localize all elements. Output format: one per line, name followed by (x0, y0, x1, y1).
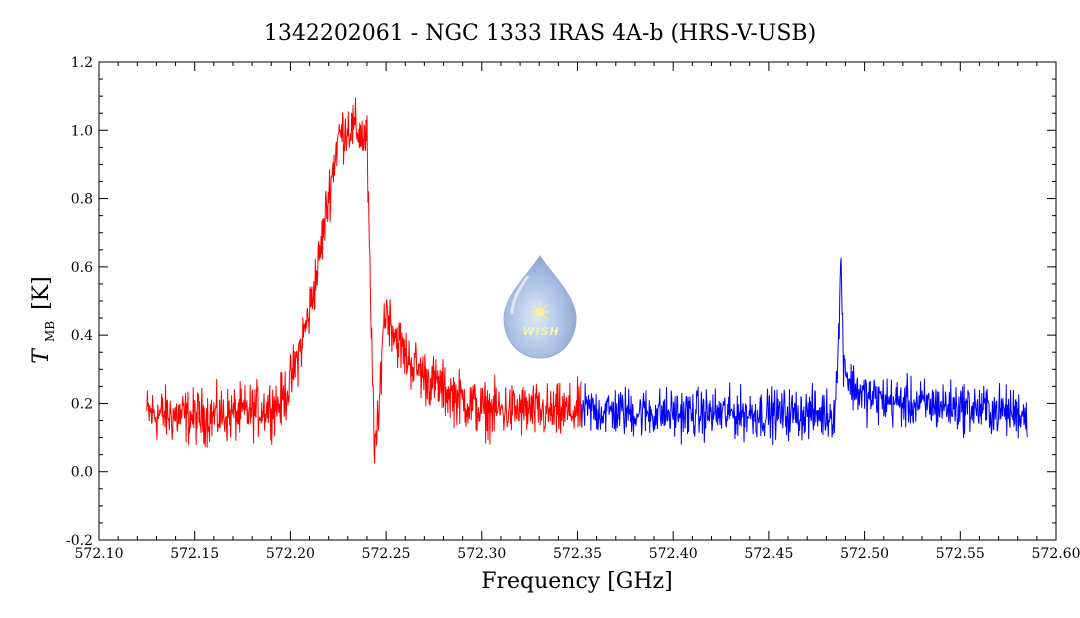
x-tick-label: 572.20 (266, 546, 315, 562)
series-line-red (146, 97, 582, 464)
y-tick-label: -0.2 (66, 533, 93, 549)
y-axis-label-main: T (29, 347, 54, 364)
y-axis-label-sub: MB (43, 321, 57, 342)
x-tick-label: 572.55 (936, 546, 985, 562)
x-tick-label: 572.45 (744, 546, 793, 562)
x-tick-label: 572.35 (553, 546, 602, 562)
x-tick-label: 572.10 (75, 546, 124, 562)
y-axis-label: T MB [K] (29, 276, 60, 363)
y-tick-label: 1.2 (71, 55, 93, 71)
svg-text:T MB [K]: T MB [K] (29, 276, 60, 363)
y-tick-label: 0.6 (71, 260, 93, 276)
y-tick-label: 0.8 (71, 192, 93, 208)
y-tick-label: 1.0 (71, 123, 93, 139)
x-tick-label: 572.30 (457, 546, 506, 562)
x-tick-label: 572.40 (649, 546, 698, 562)
y-tick-label: 0.0 (71, 465, 93, 481)
wish-logo-text: WISH (522, 325, 559, 338)
series-line-blue (580, 257, 1028, 446)
x-tick-label: 572.50 (840, 546, 889, 562)
y-tick-label: 0.4 (71, 328, 93, 344)
plot-frame (98, 61, 1057, 541)
star-icon (530, 302, 550, 322)
x-tick-label: 572.25 (362, 546, 411, 562)
plot-area (146, 97, 1028, 464)
x-tick-label: 572.60 (1032, 546, 1080, 562)
x-tick-label: 572.15 (170, 546, 219, 562)
x-axis-label: Frequency [GHz] (481, 569, 673, 594)
wish-logo: WISH (503, 255, 577, 359)
axes: 572.10 572.15 572.20 572.25 572.30 572.35 572.… (66, 55, 1080, 562)
chart-title: 1342202061 - NGC 1333 IRAS 4A-b (HRS-V-U… (264, 21, 816, 46)
y-tick-label: 0.2 (71, 396, 93, 412)
y-axis-label-unit: [K] (29, 276, 54, 310)
